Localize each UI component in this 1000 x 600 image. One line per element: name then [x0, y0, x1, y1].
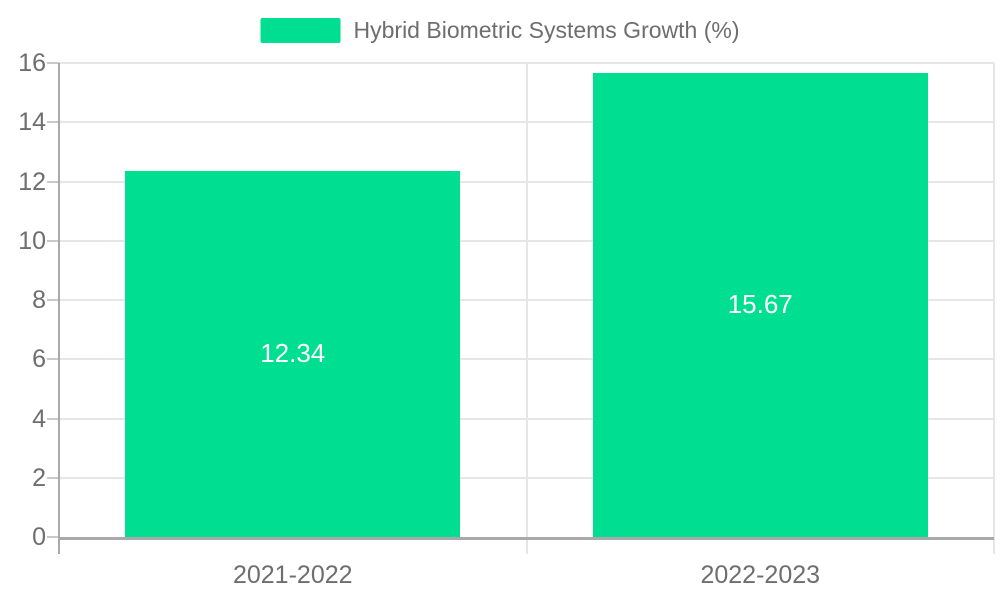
- x-axis-label: 2021-2022: [232, 561, 353, 589]
- y-axis-label: 10: [18, 226, 46, 255]
- legend-swatch: [260, 18, 341, 43]
- y-axis-label: 2: [32, 463, 46, 492]
- y-axis: 0 2 4 6 8 10 12 14 16: [0, 49, 46, 551]
- y-axis-tick: [47, 417, 59, 420]
- y-axis-line: [58, 63, 60, 554]
- y-axis-tick: [47, 180, 59, 183]
- legend-item[interactable]: Hybrid Biometric Systems Growth (%): [260, 17, 740, 44]
- category-boundary-line: [993, 63, 995, 554]
- category-boundary-line: [525, 63, 528, 554]
- y-axis-label: 12: [18, 167, 46, 196]
- y-axis-tick: [47, 62, 59, 64]
- bar[interactable]: [125, 171, 461, 537]
- y-axis-label: 6: [32, 345, 46, 374]
- bar-value-label: 12.34: [260, 338, 326, 369]
- y-axis-label: 14: [18, 108, 46, 137]
- y-axis-tick: [47, 299, 59, 301]
- y-axis-label: 0: [32, 523, 46, 551]
- y-axis-tick: [47, 358, 59, 361]
- x-axis-label: 2022-2023: [700, 561, 821, 589]
- y-axis-label: 8: [32, 286, 46, 314]
- plot-area: 12.34 15.67: [47, 62, 995, 554]
- bar-value-label: 15.67: [727, 288, 793, 319]
- bar[interactable]: [592, 72, 928, 537]
- x-axis: 2021-2022 2022-2023: [59, 539, 994, 600]
- y-axis-label: 4: [32, 404, 46, 433]
- x-axis-line: [59, 537, 994, 540]
- y-axis-tick: [47, 121, 59, 124]
- y-axis-tick: [47, 536, 59, 538]
- y-axis-tick: [47, 239, 59, 242]
- y-axis-label: 16: [18, 49, 46, 77]
- legend-label: Hybrid Biometric Systems Growth (%): [353, 17, 740, 43]
- y-axis-tick: [47, 476, 59, 479]
